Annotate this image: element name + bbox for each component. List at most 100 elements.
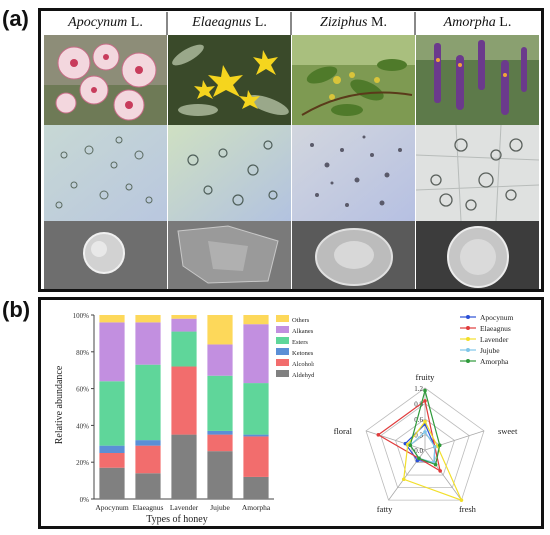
bar-segment-alkanes	[207, 344, 233, 376]
radar-chart: 1.2 0.9 0.6 0.3 0.0 fruity sweet fresh fatty flor…	[334, 313, 518, 514]
amorpha-pollen-micrograph	[416, 125, 539, 221]
y-tick-label: 20%	[76, 459, 89, 467]
ziziphus-flower-photo	[292, 35, 415, 125]
bar-segment-aldehydes	[243, 476, 269, 499]
radar-point	[433, 462, 438, 467]
ziziphus-sem-image	[292, 221, 415, 289]
bar-segment-alcohols	[207, 434, 233, 452]
bar-segment-aldehydes	[135, 473, 161, 499]
radar-legend-marker	[466, 326, 470, 330]
radar-point	[459, 498, 464, 502]
y-axis-label: Relative abundance	[54, 365, 65, 444]
radar-grid-ring	[395, 418, 455, 476]
bar-segment-alkanes	[171, 318, 197, 332]
bar-segment-alkanes	[243, 324, 269, 384]
bar-segment-alcohols	[243, 436, 269, 477]
panel-a-label: (a)	[2, 6, 29, 31]
x-tick-label: Amorpha	[242, 503, 271, 512]
legend-label: Ketones	[292, 350, 314, 357]
radar-point	[433, 445, 437, 449]
radar-ring-label: 0.3	[414, 432, 423, 440]
elaeagnus-flower-photo	[168, 35, 291, 125]
radar-grid-ring	[365, 387, 485, 501]
radar-axis-label: floral	[334, 426, 353, 436]
radar-point	[423, 388, 427, 393]
y-tick-label: 40%	[76, 422, 89, 430]
legend-swatch	[276, 370, 289, 377]
legend-label: Others	[292, 317, 310, 324]
bar-segment-esters	[135, 364, 161, 441]
panel-b-frame	[38, 297, 544, 529]
bar-segment-others	[243, 315, 269, 325]
radar-ring-label: 1.2	[414, 385, 423, 393]
bar-segment-ketones	[207, 430, 233, 435]
bar-segment-alcohols	[135, 445, 161, 474]
radar-axis-label: fresh	[459, 504, 477, 514]
apocynum-flower-photo	[44, 35, 167, 125]
bar-segment-aldehydes	[171, 434, 197, 499]
radar-spoke	[424, 449, 462, 501]
amorpha-flower-photo	[416, 35, 539, 125]
bar-segment-ketones	[243, 434, 269, 437]
bar-segment-esters	[171, 331, 197, 367]
apocynum-sem-image	[44, 221, 167, 289]
bar-segment-others	[171, 315, 197, 319]
bar-segment-aldehydes	[99, 467, 125, 499]
bar-segment-esters	[243, 383, 269, 435]
radar-spoke	[365, 430, 426, 451]
x-tick-label: Apocynum	[95, 503, 128, 512]
radar-series-amorpha	[409, 388, 441, 466]
ziziphus-pollen-micrograph	[292, 125, 415, 221]
radar-legend-marker	[466, 337, 470, 341]
elaeagnus-sem-image	[168, 221, 291, 289]
x-axis-label: Types of honey	[146, 514, 208, 525]
bar-segment-alkanes	[135, 322, 161, 365]
radar-axis-label: fatty	[377, 504, 393, 514]
radar-grid-ring	[380, 403, 470, 489]
legend-swatch	[276, 337, 289, 344]
x-tick-label: Jujube	[210, 503, 230, 512]
radar-point	[408, 443, 413, 448]
radar-legend-label: Lavender	[480, 335, 509, 344]
bar-segment-aldehydes	[207, 451, 233, 499]
bar-segment-esters	[99, 381, 125, 446]
radar-point	[376, 433, 381, 437]
legend-swatch	[276, 315, 289, 322]
stacked-bar-chart: Relative abundance Types of honey 0% 20% 4…	[54, 312, 314, 525]
radar-point	[438, 469, 442, 473]
radar-legend-label: Amorpha	[480, 357, 509, 366]
radar-series-jujube	[409, 431, 436, 464]
radar-point	[401, 477, 406, 482]
y-tick-label: 0%	[80, 496, 90, 504]
elaeagnus-pollen-micrograph	[168, 125, 291, 221]
y-tick-label: 80%	[76, 349, 89, 357]
legend-swatch	[276, 326, 289, 333]
legend-swatch	[276, 359, 289, 366]
radar-ring-label: 0.9	[414, 401, 423, 409]
radar-point	[437, 443, 442, 448]
radar-ring-label: 0.0	[414, 447, 423, 455]
legend-label: Esters	[292, 339, 308, 346]
y-tick-label: 100%	[73, 312, 90, 320]
legend-label: Alkanes	[292, 328, 314, 335]
bar-segment-ketones	[135, 440, 161, 446]
header-grid	[166, 12, 416, 35]
genus-header-elaeagnus: Elaeagnus L.	[192, 15, 267, 30]
radar-point	[423, 430, 427, 434]
genus-header-ziziphus: Ziziphus M.	[320, 15, 387, 30]
bar-segment-others	[207, 315, 233, 345]
legend-label: Alcohols	[292, 361, 314, 368]
panel-b-label: (b)	[2, 297, 31, 322]
genus-header-amorpha: Amorpha L.	[443, 15, 512, 30]
bar-segment-others	[135, 315, 161, 323]
radar-legend-marker	[466, 348, 470, 352]
radar-point	[417, 456, 421, 461]
radar-ring-label: 0.6	[414, 416, 423, 424]
radar-axis-label: sweet	[498, 426, 518, 436]
bar-segment-esters	[207, 375, 233, 431]
radar-legend-label: Elaeagnus	[480, 324, 511, 333]
bar-segment-others	[99, 315, 125, 323]
panel-a-frame	[38, 8, 544, 292]
radar-axis-label: fruity	[416, 372, 436, 382]
radar-legend-label: Apocynum	[480, 313, 513, 322]
